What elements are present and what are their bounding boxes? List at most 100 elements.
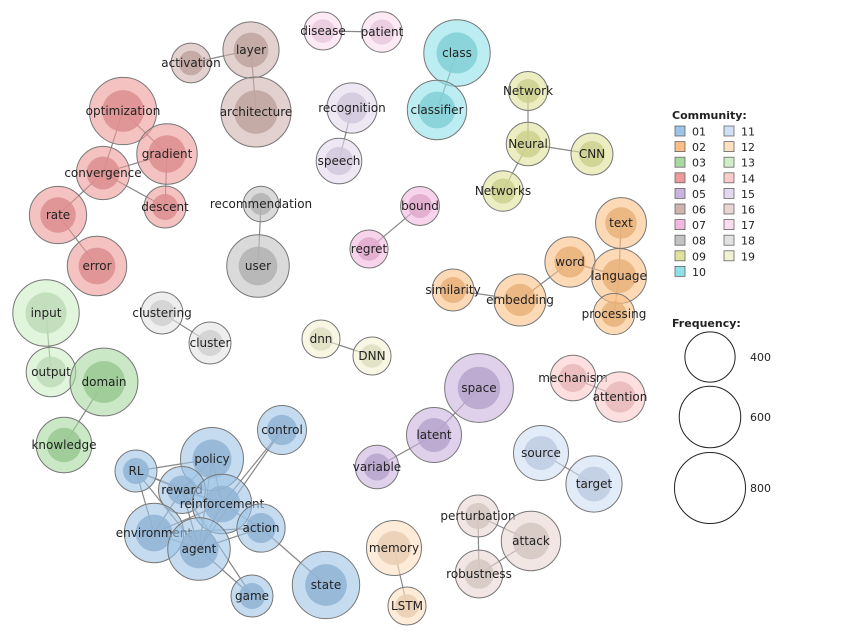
node-label-error: error (82, 259, 111, 273)
frequency-label-400: 400 (750, 351, 771, 364)
node-optimization[interactable]: optimization (86, 76, 161, 146)
node-memory[interactable]: memory (366, 520, 422, 576)
node-core-target (576, 466, 612, 502)
node-game[interactable]: game (230, 574, 274, 618)
node-Network[interactable]: Network (503, 71, 553, 111)
node-LSTM[interactable]: LSTM (387, 586, 427, 626)
node-agent[interactable]: agent (167, 517, 231, 581)
node-label-robustness: robustness (446, 567, 512, 581)
node-Neural[interactable]: Neural (505, 121, 551, 167)
node-core-agent (179, 529, 219, 569)
community-swatch-17 (723, 219, 735, 231)
node-core-domain (82, 360, 126, 404)
node-mechanism[interactable]: mechanism (538, 354, 608, 402)
node-disease[interactable]: disease (300, 11, 346, 51)
node-rate[interactable]: rate (28, 185, 88, 245)
node-input[interactable]: input (12, 279, 80, 347)
node-similarity[interactable]: similarity (425, 268, 481, 312)
node-label-DNN: DNN (358, 349, 385, 363)
node-attention[interactable]: attention (593, 371, 648, 423)
node-core-Networks (490, 178, 516, 204)
node-gradient[interactable]: gradient (136, 123, 198, 185)
node-perturbation[interactable]: perturbation (440, 494, 516, 538)
node-core-state (305, 564, 347, 606)
node-knowledge[interactable]: knowledge (31, 416, 97, 474)
community-label-06: 06 (692, 204, 706, 217)
community-label-13: 13 (741, 157, 755, 170)
node-convergence[interactable]: convergence (64, 145, 142, 201)
node-action[interactable]: action (236, 503, 286, 553)
node-clustering[interactable]: clustering (132, 291, 192, 335)
node-word[interactable]: word (544, 236, 596, 288)
node-label-optimization: optimization (86, 104, 161, 118)
node-CNN[interactable]: CNN (570, 132, 614, 176)
node-core-game (238, 582, 266, 610)
node-Networks[interactable]: Networks (475, 170, 531, 212)
node-state[interactable]: state (291, 550, 361, 620)
node-core-policy (192, 439, 232, 479)
node-core-regret (357, 237, 381, 261)
node-core-descent (151, 193, 179, 221)
node-source[interactable]: source (513, 425, 569, 481)
community-legend-title: Community: (672, 109, 747, 122)
node-DNN[interactable]: DNN (352, 336, 392, 376)
node-variable[interactable]: variable (353, 444, 401, 490)
community-label-02: 02 (692, 141, 706, 154)
node-user[interactable]: user (226, 234, 290, 298)
node-error[interactable]: error (66, 235, 128, 297)
community-label-01: 01 (692, 126, 706, 139)
community-swatch-03 (674, 156, 686, 168)
node-robustness[interactable]: robustness (446, 549, 512, 599)
node-embedding[interactable]: embedding (486, 273, 554, 327)
node-classifier[interactable]: classifier (406, 79, 468, 141)
node-attack[interactable]: attack (500, 510, 562, 572)
node-output[interactable]: output (25, 346, 77, 398)
node-descent[interactable]: descent (141, 185, 189, 229)
community-swatch-02 (674, 141, 686, 153)
node-core-LSTM (395, 594, 419, 618)
community-legend-item-03: 03 (674, 156, 706, 170)
community-swatch-18 (723, 234, 735, 246)
node-label-class: class (442, 46, 472, 60)
node-space[interactable]: space (444, 353, 514, 423)
node-speech[interactable]: speech (315, 137, 363, 185)
node-architecture[interactable]: architecture (220, 76, 293, 148)
node-target[interactable]: target (565, 455, 623, 513)
node-core-memory (376, 530, 412, 566)
node-core-recommendation (249, 192, 273, 216)
node-patient[interactable]: patient (361, 11, 404, 53)
node-control[interactable]: control (257, 405, 307, 455)
node-label-action: action (243, 521, 280, 535)
community-legend-item-04: 04 (674, 172, 706, 185)
node-text[interactable]: text (595, 197, 647, 249)
node-core-output (35, 356, 67, 388)
node-layer[interactable]: layer (222, 21, 280, 79)
community-label-19: 19 (741, 250, 755, 263)
node-processing[interactable]: processing (582, 292, 647, 336)
node-language[interactable]: language (591, 248, 647, 304)
node-label-knowledge: knowledge (31, 438, 96, 452)
node-label-mechanism: mechanism (538, 371, 608, 385)
node-recommendation[interactable]: recommendation (210, 185, 312, 223)
node-latent[interactable]: latent (406, 407, 462, 463)
node-cluster[interactable]: cluster (188, 321, 232, 365)
node-label-game: game (235, 589, 269, 603)
node-core-convergence (86, 156, 120, 190)
node-label-rate: rate (46, 208, 70, 222)
node-activation[interactable]: activation (161, 42, 221, 84)
frequency-label-600: 600 (750, 411, 771, 424)
node-label-CNN: CNN (579, 147, 605, 161)
node-label-recognition: recognition (318, 101, 386, 115)
node-class[interactable]: class (423, 19, 491, 87)
node-RL[interactable]: RL (114, 449, 158, 493)
node-bound[interactable]: bound (400, 186, 440, 226)
node-recognition[interactable]: recognition (318, 82, 386, 134)
community-legend-item-17: 17 (723, 219, 755, 232)
node-label-layer: layer (236, 43, 266, 57)
node-domain[interactable]: domain (69, 347, 139, 417)
node-dnn[interactable]: dnn (301, 319, 341, 359)
community-legend-item-06: 06 (674, 204, 706, 217)
node-regret[interactable]: regret (349, 229, 389, 269)
community-legend-item-09: 09 (674, 250, 706, 263)
community-legend-item-18: 18 (723, 234, 755, 248)
